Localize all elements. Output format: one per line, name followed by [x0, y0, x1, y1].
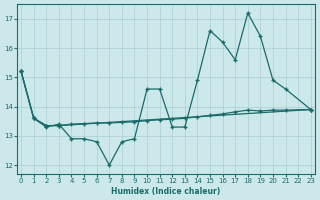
X-axis label: Humidex (Indice chaleur): Humidex (Indice chaleur) — [111, 187, 220, 196]
